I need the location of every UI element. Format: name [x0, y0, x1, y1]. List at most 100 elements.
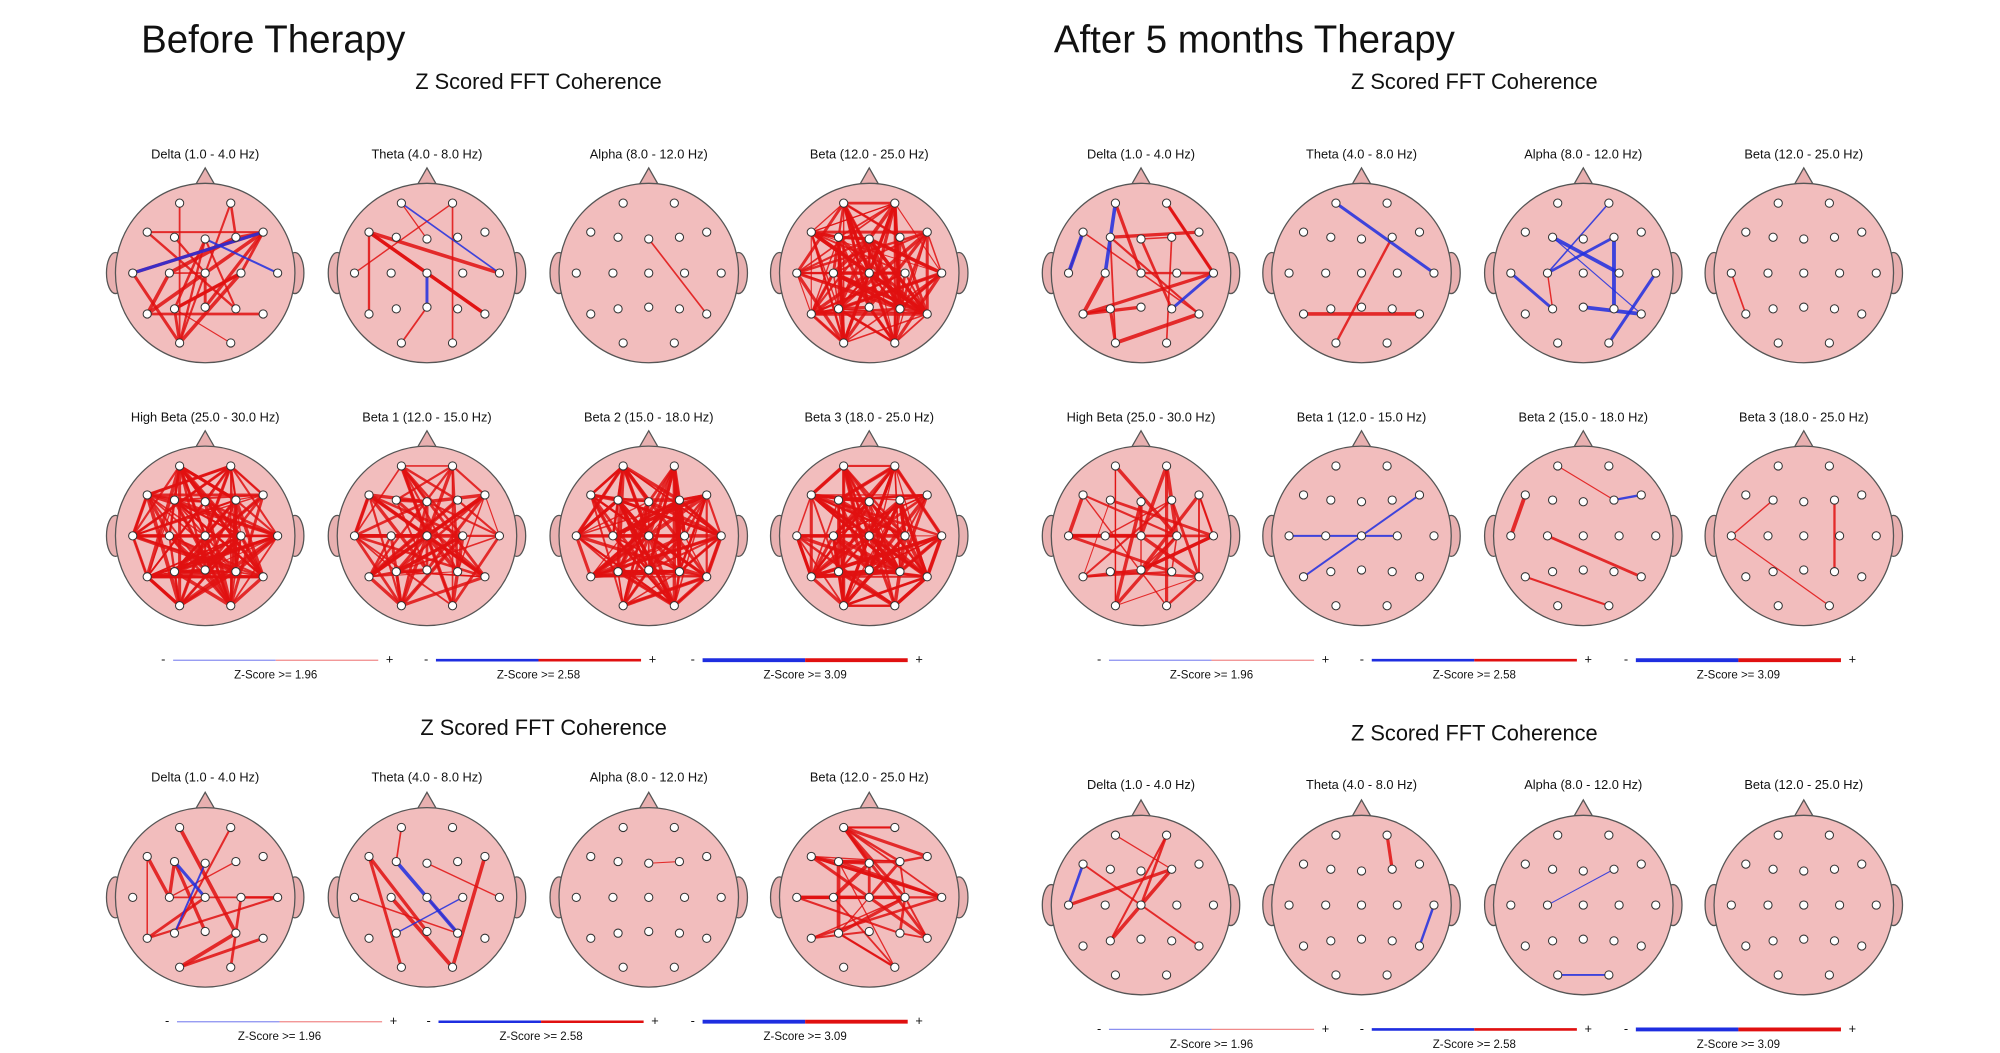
band-label: Theta (4.0 - 8.0 Hz): [371, 770, 482, 785]
connection: [678, 534, 723, 573]
electrode: [258, 227, 268, 237]
electrode: [453, 304, 463, 314]
electrode: [618, 338, 628, 348]
electrode: [447, 962, 458, 972]
electrode: [1609, 304, 1619, 314]
electrode: [1578, 531, 1588, 541]
electrode: [586, 933, 596, 943]
electrode: [669, 822, 679, 833]
electrode: [674, 232, 685, 242]
electrode: [1824, 970, 1834, 980]
connection: [868, 535, 943, 571]
connection: [1067, 863, 1085, 906]
electrode: [273, 268, 283, 278]
legend-label: Z-Score >= 3.09: [764, 1031, 847, 1043]
connection: [1068, 867, 1173, 907]
electrode: [1382, 830, 1392, 840]
electrode: [806, 851, 816, 862]
electrode: [1768, 936, 1778, 946]
head-map: [327, 166, 527, 364]
electrode: [1161, 601, 1172, 611]
electrode: [1636, 227, 1646, 237]
electrode: [1547, 304, 1558, 314]
connection: [1140, 535, 1178, 571]
electrode: [1829, 232, 1840, 242]
connection: [842, 306, 871, 344]
electrode: [422, 892, 432, 902]
head-map: [549, 166, 749, 364]
connection: [146, 534, 278, 578]
electrode: [864, 268, 874, 278]
electrode: [895, 495, 905, 505]
electrode: [1387, 495, 1397, 505]
electrode: [1356, 234, 1367, 244]
electrode: [1763, 531, 1773, 541]
legend-plus: +: [1849, 652, 1856, 667]
electrode: [613, 232, 623, 242]
connection: [843, 499, 901, 607]
head-map: [327, 429, 527, 627]
connection: [1109, 237, 1117, 344]
electrode: [1768, 495, 1778, 505]
electrode: [391, 304, 401, 314]
electrode: [453, 928, 463, 938]
connection: [590, 570, 680, 578]
electrode: [386, 531, 396, 541]
electrode: [1834, 531, 1845, 541]
legend-label: Z-Score >= 2.58: [1433, 1039, 1516, 1051]
electrode: [1356, 866, 1367, 876]
electrode: [1284, 900, 1294, 910]
electrode: [1110, 338, 1121, 348]
connection: [838, 896, 870, 934]
electrode: [200, 926, 210, 937]
electrode: [1414, 490, 1425, 500]
connection: [354, 534, 486, 579]
electrode: [480, 227, 490, 237]
electrode: [716, 531, 726, 541]
electrode: [864, 892, 874, 902]
electrode: [364, 227, 374, 237]
head-map: [1041, 798, 1241, 996]
connection: [1139, 834, 1168, 906]
electrode: [231, 304, 241, 314]
electrode: [273, 892, 283, 902]
connection: [400, 202, 500, 274]
connection: [843, 825, 928, 858]
electrode: [864, 531, 874, 541]
electrode: [453, 567, 463, 577]
electrode: [828, 531, 839, 541]
connection: [1546, 202, 1610, 274]
legend-minus: -: [427, 1013, 431, 1028]
head-map: [1262, 429, 1461, 627]
connection: [204, 465, 232, 503]
connection: [612, 535, 680, 573]
band-label: Beta (12.0 - 25.0 Hz): [810, 147, 929, 162]
electrode: [1326, 232, 1336, 242]
electrode: [1208, 268, 1219, 278]
electrode: [644, 892, 654, 902]
connection: [837, 202, 845, 238]
legend-plus: +: [1322, 652, 1329, 667]
connection: [837, 230, 929, 311]
connection: [354, 896, 458, 934]
electrode: [1392, 268, 1402, 278]
connection: [898, 499, 907, 537]
electrode: [1414, 941, 1425, 951]
electrode: [1857, 941, 1867, 951]
electrode: [679, 892, 690, 902]
electrode: [828, 892, 839, 902]
electrode: [1063, 268, 1074, 278]
connection: [173, 862, 207, 934]
electrode: [1829, 304, 1840, 314]
electrode: [922, 933, 932, 943]
electrode: [1194, 859, 1204, 869]
electrode: [895, 304, 905, 314]
electrode: [273, 531, 283, 541]
legend-plus: +: [390, 1013, 397, 1028]
electrode: [1100, 268, 1110, 278]
electrode: [1414, 309, 1425, 319]
connection: [395, 465, 454, 501]
electrode: [480, 309, 490, 319]
connection: [1082, 308, 1111, 315]
panel-title: After 5 months Therapy: [1054, 18, 1456, 61]
